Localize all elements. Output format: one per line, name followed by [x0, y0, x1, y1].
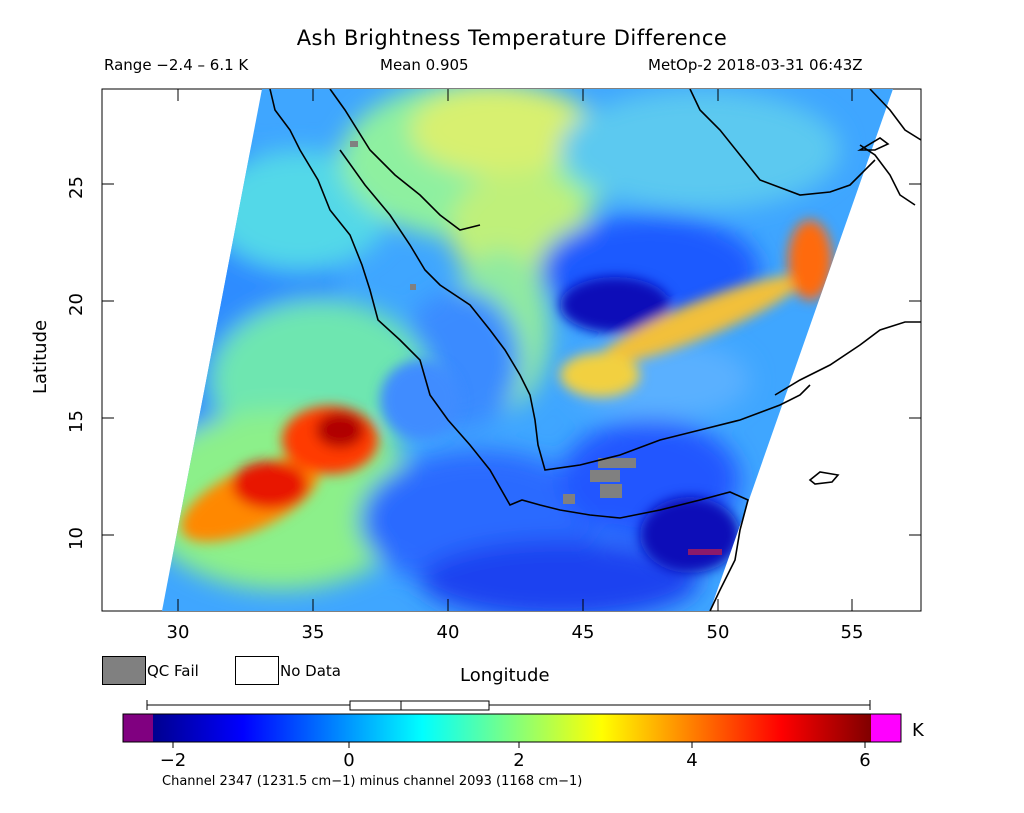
qc-fail-swatch [102, 656, 146, 685]
mean-label: Mean 0.905 [380, 56, 469, 74]
colorbar-tick-label: 0 [343, 750, 355, 771]
qc-fail-label: QC Fail [147, 662, 199, 680]
x-tick-label: 35 [301, 622, 325, 643]
colorbar-under [123, 714, 153, 742]
x-tick-label: 45 [571, 622, 595, 643]
x-tick-label: 50 [706, 622, 730, 643]
colorbar-ramp [153, 714, 871, 742]
colorbar-over [871, 714, 901, 742]
no-data-swatch [235, 656, 279, 685]
coastline [269, 88, 922, 612]
satellite-timestamp: MetOp-2 2018-03-31 06:43Z [648, 56, 863, 74]
x-axis-label: Longitude [460, 665, 550, 686]
colorbar-tick-label: −2 [159, 750, 187, 771]
colorbar-tick-label: 6 [859, 750, 871, 771]
x-tick-label: 30 [166, 622, 190, 643]
colorbar-caption: Channel 2347 (1231.5 cm−1) minus channel… [162, 774, 583, 789]
brightness-temperature-swath [162, 89, 893, 611]
colorbar-tick-label: 2 [513, 750, 525, 771]
x-tick-label: 55 [840, 622, 864, 643]
colorbar-tick-label: 4 [686, 750, 698, 771]
chart-title: Ash Brightness Temperature Difference [296, 26, 728, 50]
no-data-label: No Data [280, 662, 341, 680]
colorbar-unit: K [912, 720, 924, 741]
colorbar-box-whisker [349, 700, 490, 711]
colorbar [122, 700, 902, 748]
x-tick-label: 40 [436, 622, 460, 643]
axis-ticks [102, 89, 921, 611]
range-label: Range −2.4 – 6.1 K [104, 56, 249, 74]
